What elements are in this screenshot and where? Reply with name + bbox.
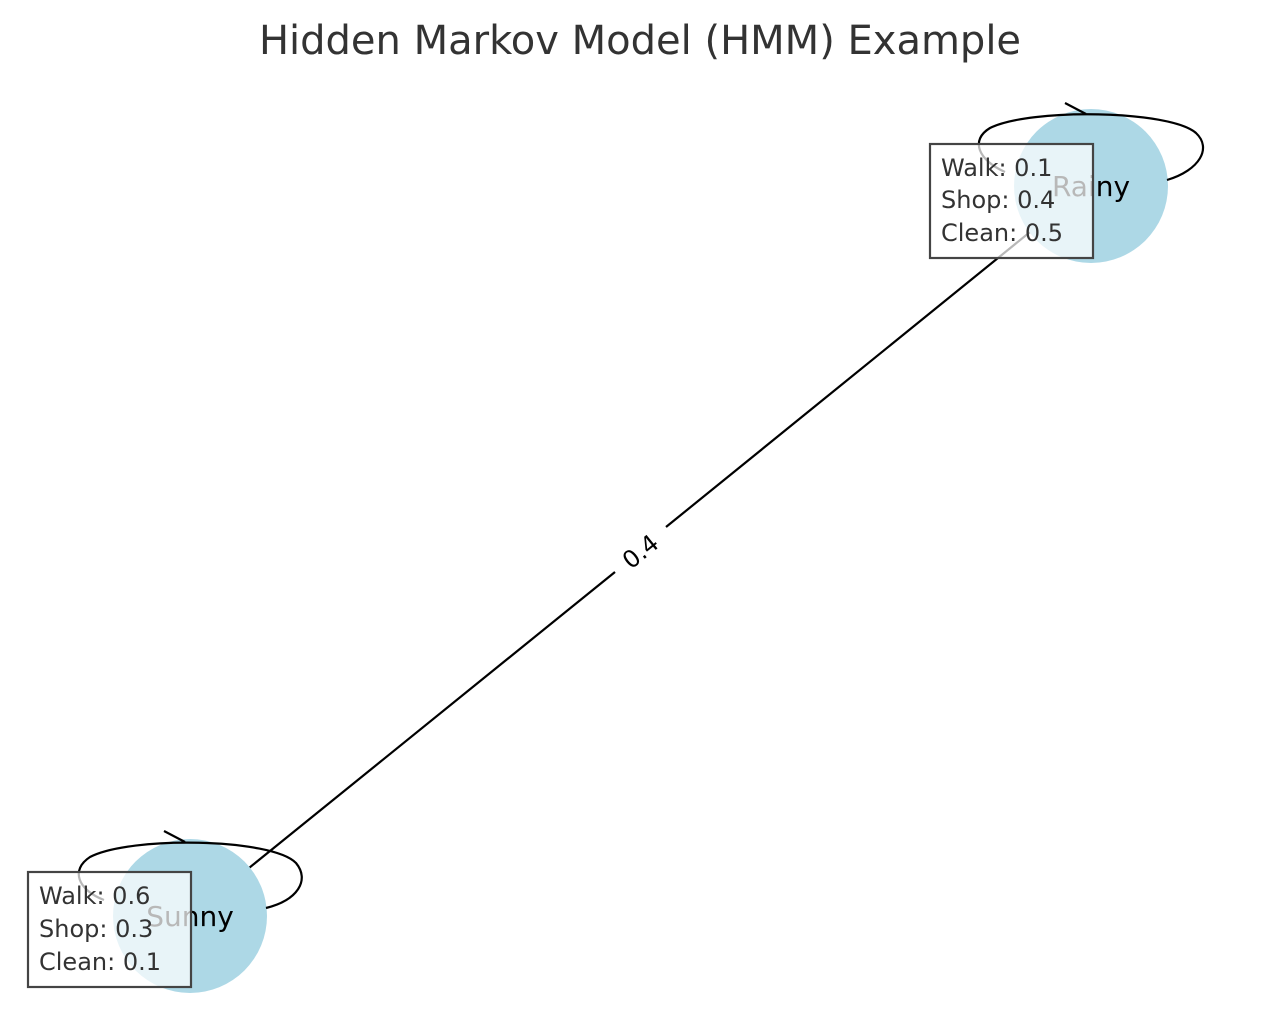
diagram-title: Hidden Markov Model (HMM) Example — [259, 18, 1021, 64]
emission-shop: Shop: 0.4 — [941, 186, 1055, 214]
self-loop-arrowhead — [1064, 102, 1087, 115]
transition-label: 0.4 — [617, 529, 664, 575]
emission-clean: Clean: 0.1 — [39, 948, 161, 976]
transition-edge-sunny-rainy: 0.4 — [248, 227, 1036, 869]
emission-walk: Walk: 0.6 — [39, 882, 150, 910]
transition-edge-segment-upper — [665, 227, 1036, 528]
emission-box-sunny: Walk: 0.6 Shop: 0.3 Clean: 0.1 — [26, 870, 193, 989]
emission-box-frame — [928, 142, 1095, 260]
emission-box-rainy: Walk: 0.1 Shop: 0.4 Clean: 0.5 — [928, 142, 1095, 260]
emission-shop: Shop: 0.3 — [39, 915, 153, 943]
emission-box-frame — [26, 870, 193, 989]
transition-edge-segment-lower — [248, 571, 616, 869]
emission-clean: Clean: 0.5 — [941, 219, 1063, 247]
emission-walk: Walk: 0.1 — [941, 154, 1052, 182]
self-loop-arrowhead — [163, 830, 186, 843]
